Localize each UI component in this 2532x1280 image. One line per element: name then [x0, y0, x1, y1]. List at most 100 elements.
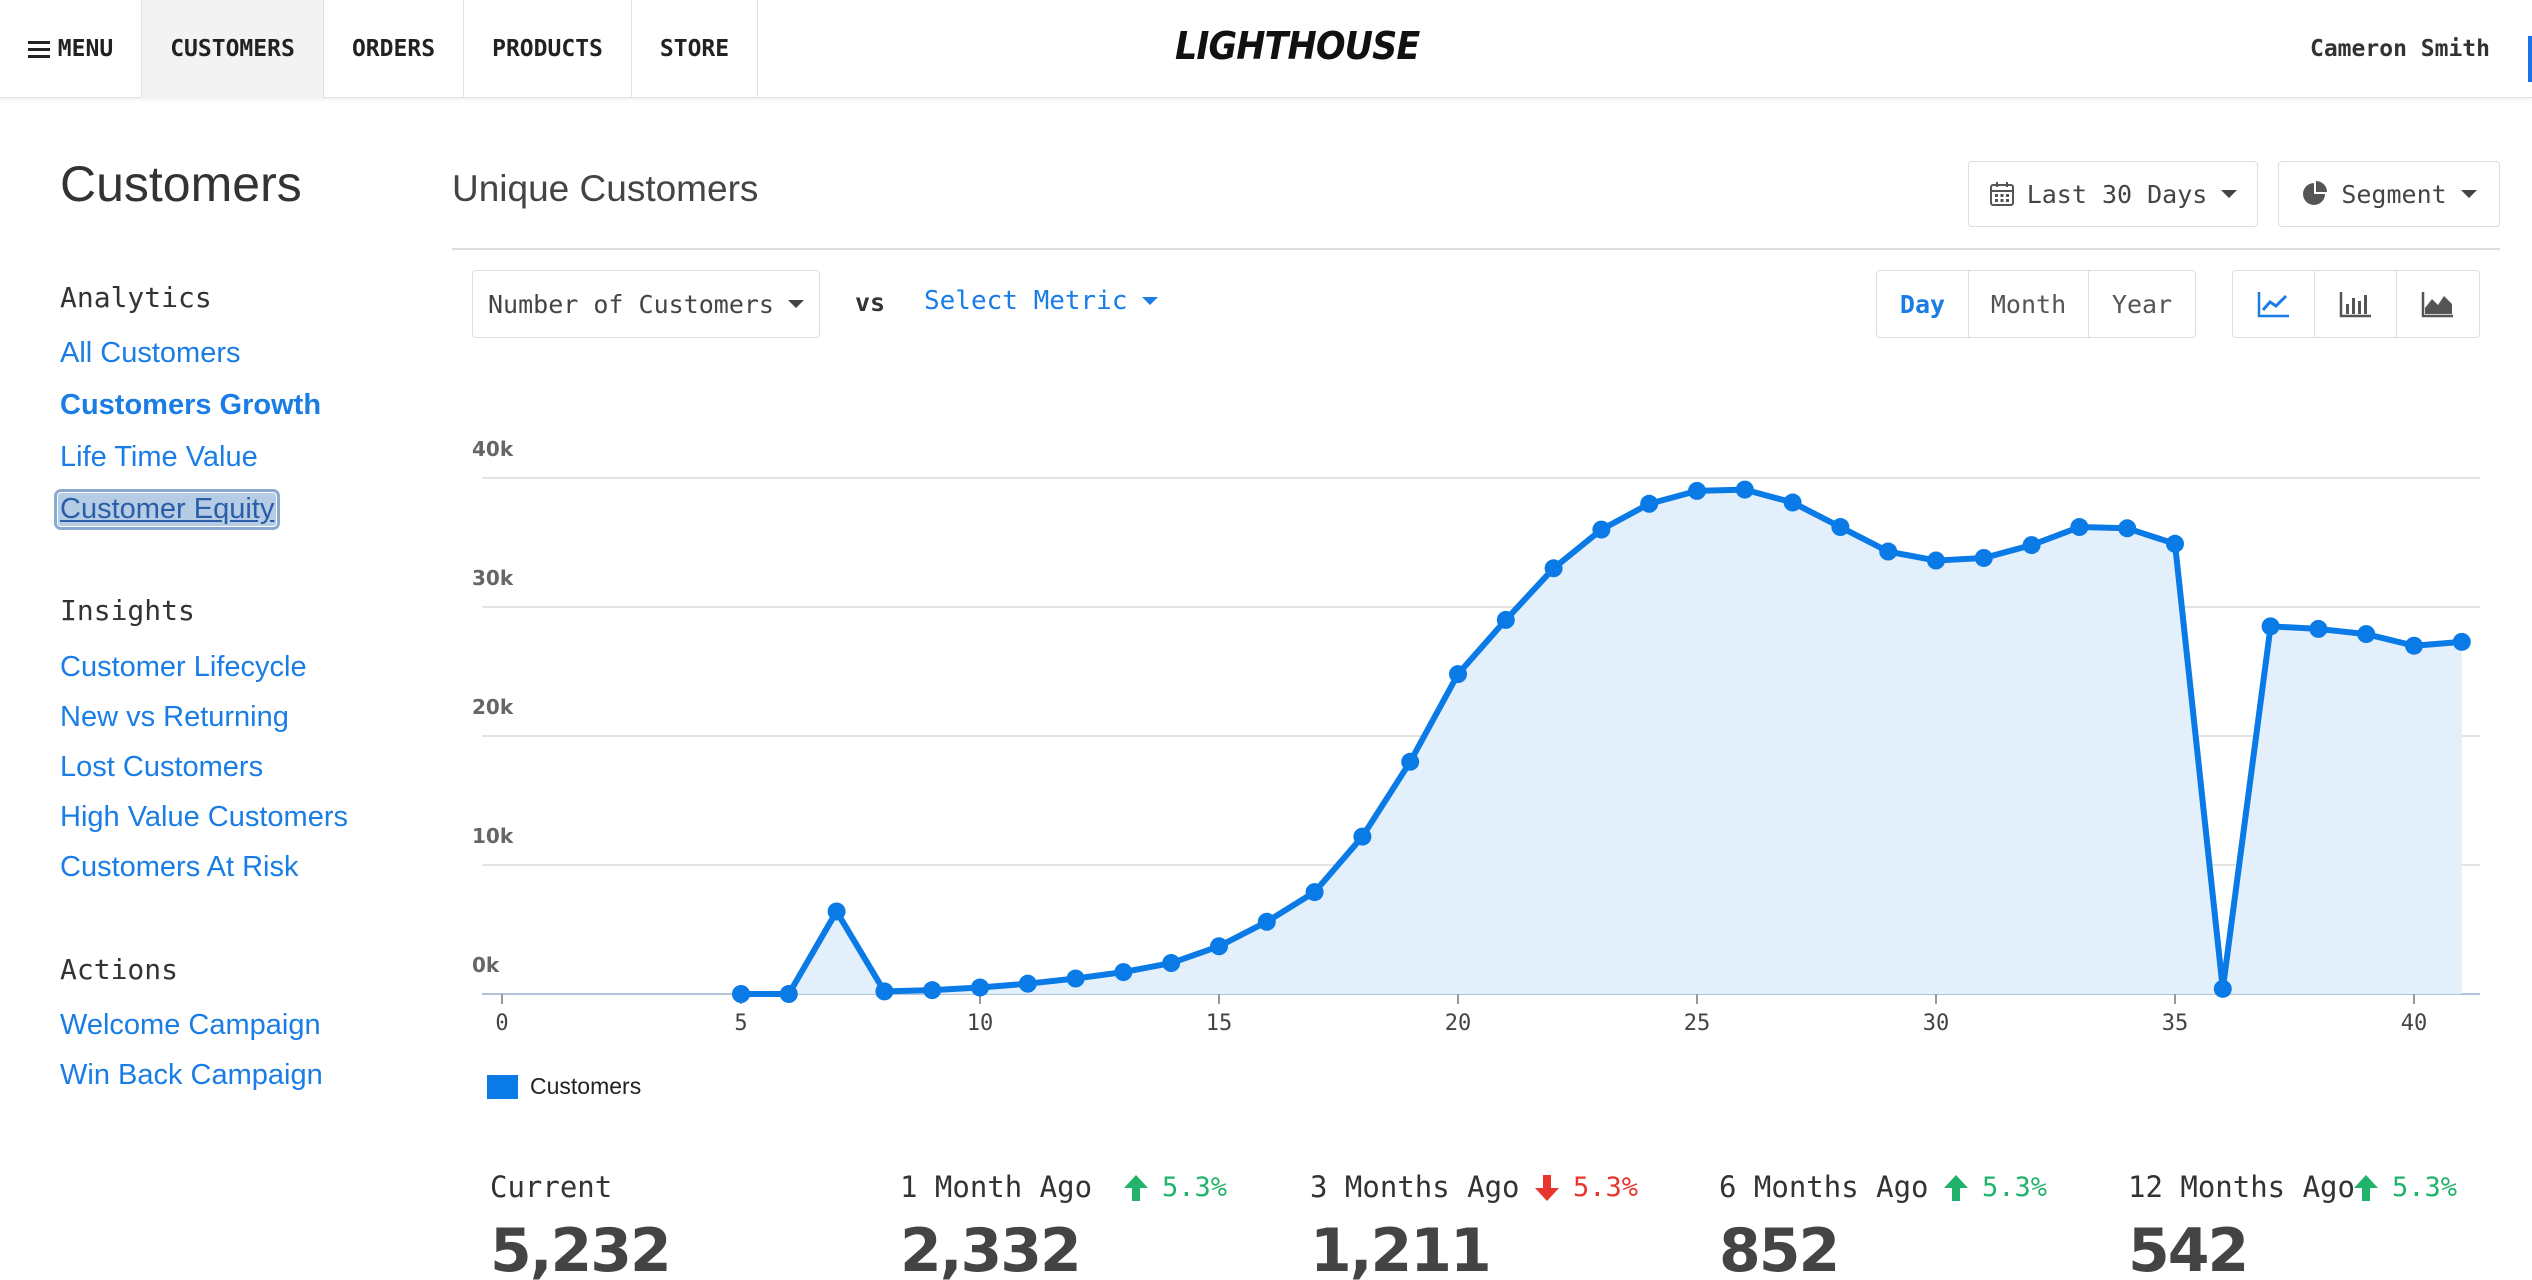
y-tick-label: 30k [472, 566, 514, 590]
data-point [1018, 974, 1037, 993]
stat-change-up: 5.3% [1942, 1172, 2047, 1203]
area-chart-icon [2421, 292, 2453, 318]
stat-label: Current [490, 1170, 613, 1204]
x-tick-label: 25 [1684, 1011, 1711, 1036]
data-point [1640, 494, 1659, 513]
header-divider [452, 248, 2500, 250]
data-point [2309, 619, 2328, 638]
data-point [1974, 548, 1993, 567]
date-range-label: Last 30 Days [2026, 179, 2208, 209]
stat-value: 2,332 [900, 1216, 1082, 1280]
data-point [1544, 559, 1563, 578]
sidebar-heading-insights: Insights [60, 594, 195, 627]
sidebar-link-customers-at-risk[interactable]: Customers At Risk [60, 851, 299, 883]
data-point [2166, 534, 2184, 553]
sidebar-link-new-vs-returning[interactable]: New vs Returning [60, 701, 289, 733]
x-tick-label: 5 [734, 1011, 747, 1036]
stat-change-up: 5.3% [1122, 1172, 1227, 1203]
data-point [1114, 963, 1133, 982]
sidebar-link-high-value-customers[interactable]: High Value Customers [60, 801, 348, 833]
x-tick-label: 35 [2162, 1011, 2189, 1036]
y-tick-label: 10k [472, 824, 514, 848]
segment-label: Segment [2341, 179, 2447, 209]
chevron-down-icon [1141, 297, 1158, 305]
bar-chart-button[interactable] [2315, 271, 2397, 337]
sidebar-heading-analytics: Analytics [60, 281, 212, 314]
arrow-up-icon [1124, 1174, 1148, 1201]
line-chart-button[interactable] [2233, 271, 2315, 337]
sidebar-link-customers-growth[interactable]: Customers Growth [60, 389, 322, 421]
sidebar-link-win-back-campaign[interactable]: Win Back Campaign [60, 1059, 323, 1091]
chart-legend: Customers [487, 1073, 641, 1100]
stat-12-months-ago: 12 Months Ago 542 [2128, 1170, 2355, 1280]
data-point [1210, 937, 1228, 956]
nav-customers[interactable]: CUSTOMERS [142, 0, 324, 98]
period-day-button[interactable]: Day [1877, 271, 1969, 337]
sidebar-title: Customers [60, 156, 302, 212]
nav-orders[interactable]: ORDERS [324, 0, 464, 98]
chevron-down-icon [2460, 190, 2477, 198]
stat-label: 3 Months Ago [1310, 1170, 1520, 1204]
menu-button[interactable]: MENU [0, 0, 142, 98]
y-tick-label: 0k [472, 953, 500, 977]
data-point [2452, 632, 2471, 651]
chart-type-toggle [2232, 270, 2480, 338]
stat-value: 542 [2128, 1216, 2249, 1280]
sidebar-link-life-time-value[interactable]: Life Time Value [60, 441, 258, 473]
period-year-button[interactable]: Year [2111, 289, 2173, 319]
stat-change-up: 5.3% [2352, 1172, 2457, 1203]
stat-value: 852 [1719, 1216, 1840, 1280]
data-point [875, 982, 894, 1001]
data-point [1879, 542, 1898, 561]
data-point [1783, 493, 1802, 512]
data-point [827, 902, 846, 921]
stat-label: 12 Months Ago [2128, 1170, 2355, 1204]
legend-label: Customers [530, 1073, 642, 1099]
nav-products[interactable]: PRODUCTS [464, 0, 632, 98]
hamburger-menu-icon [27, 40, 50, 58]
period-month-button[interactable]: Month [1969, 271, 2089, 337]
sidebar-link-customer-lifecycle[interactable]: Customer Lifecycle [60, 651, 307, 683]
sidebar-link-all-customers[interactable]: All Customers [60, 337, 241, 369]
segment-dropdown[interactable]: Segment [2278, 161, 2500, 227]
logo[interactable]: LIGHTHOUSE [1175, 24, 1420, 68]
sidebar-heading-actions: Actions [60, 953, 179, 986]
data-point [1735, 480, 1754, 499]
nav-store[interactable]: STORE [632, 0, 758, 98]
data-point [1927, 551, 1945, 570]
data-point [1496, 610, 1515, 629]
stat-label: 6 Months Ago [1719, 1170, 1929, 1204]
data-point [779, 985, 798, 1003]
compare-metric-dropdown[interactable]: Select Metric [924, 286, 1158, 316]
compare-metric-label: Select Metric [924, 286, 1128, 316]
data-point [1449, 665, 1467, 684]
user-name[interactable]: Cameron Smith [2309, 36, 2490, 62]
data-point [1401, 752, 1420, 771]
stat-change-value: 5.3% [2392, 1172, 2458, 1203]
data-point [923, 981, 942, 1000]
vs-label: vs [855, 288, 886, 317]
edge-accent [2528, 36, 2532, 82]
data-point [2022, 536, 2041, 555]
chevron-down-icon [2221, 190, 2238, 198]
date-range-dropdown[interactable]: Last 30 Days [1968, 161, 2258, 227]
page-title: Unique Customers [452, 168, 759, 209]
data-point [1257, 912, 1276, 931]
x-tick-label: 10 [967, 1011, 994, 1036]
data-point [1162, 954, 1181, 973]
top-navigation: MENU CUSTOMERS ORDERS PRODUCTS STORE LIG… [0, 0, 2532, 98]
series-area [741, 489, 2462, 994]
sidebar-link-welcome-campaign[interactable]: Welcome Campaign [60, 1009, 321, 1041]
sidebar-link-customer-equity[interactable]: Customer Equity [53, 489, 281, 530]
sidebar-link-lost-customers[interactable]: Lost Customers [60, 751, 264, 783]
data-point [1831, 518, 1850, 537]
data-point [1353, 827, 1372, 846]
stat-label: 1 Month Ago [900, 1170, 1093, 1204]
stat-3-months-ago: 3 Months Ago 1,211 [1310, 1170, 1520, 1280]
calendar-icon [1989, 182, 2014, 206]
period-toggle: Day Month Year [1876, 270, 2196, 338]
metric-dropdown[interactable]: Number of Customers [472, 270, 820, 338]
data-point [2070, 518, 2089, 537]
area-chart-button[interactable] [2397, 271, 2479, 337]
data-point [1066, 969, 1085, 988]
